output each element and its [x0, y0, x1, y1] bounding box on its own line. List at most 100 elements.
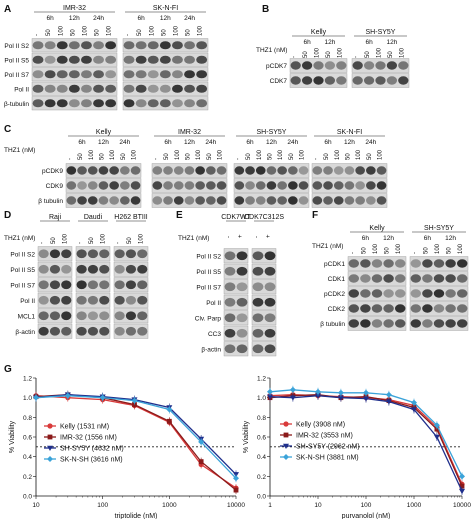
blot-band: [38, 295, 49, 305]
blot-row-label: CC3: [208, 331, 221, 338]
blot-band: [236, 266, 248, 276]
blot-band: [137, 264, 148, 274]
blot-band: [410, 289, 422, 298]
blot-band: [147, 70, 159, 79]
blot-band: [264, 266, 276, 276]
dose-label: 50: [161, 29, 167, 36]
blot-band: [313, 61, 324, 70]
blot-band: [109, 181, 119, 190]
data-point: [267, 388, 273, 395]
blot-band: [184, 181, 195, 190]
cell-line-label: IMR-32: [63, 5, 86, 12]
blot-band: [159, 55, 171, 64]
dose-label: 100: [356, 149, 362, 160]
blot-band: [355, 196, 365, 205]
blot-band: [99, 264, 110, 274]
blot-band: [288, 181, 298, 190]
blot-band: [383, 319, 394, 328]
panel-letter: G: [4, 364, 12, 375]
dose-label: +: [266, 234, 272, 238]
blot-band: [61, 249, 72, 259]
cell-line-label: SH-SY5Y: [257, 129, 287, 136]
blot-band: [76, 280, 87, 290]
blot-band: [49, 326, 61, 336]
timepoint-label: 6h: [164, 139, 172, 146]
blot-band: [375, 76, 386, 85]
blot-band: [445, 274, 456, 283]
blot-band: [99, 295, 110, 305]
blot-band: [216, 181, 227, 190]
blot-band: [344, 196, 355, 205]
dose-label: 50: [70, 29, 76, 36]
blot-band: [184, 166, 195, 175]
blot-band: [77, 166, 87, 175]
blot-band: [433, 274, 445, 283]
blot-row-label: MCL1: [18, 313, 36, 320]
blot-band: [130, 196, 141, 205]
blot-band: [422, 289, 433, 298]
timepoint-label: 24h: [365, 139, 376, 146]
data-point: [385, 391, 392, 398]
blot-band: [255, 181, 266, 190]
blot-row-label: Pol II S2: [4, 43, 29, 50]
blot-row-label: Pol II: [206, 300, 221, 307]
blot-band: [172, 41, 183, 50]
blot-band: [172, 70, 183, 79]
data-point: [47, 445, 53, 451]
blot-band: [195, 166, 205, 175]
blot-band: [323, 166, 333, 175]
data-point: [131, 397, 138, 404]
blot-band: [61, 295, 72, 305]
y-axis-label: % Viability: [243, 420, 250, 453]
blot-row-label: Pol II S5: [196, 269, 221, 276]
blot-band: [264, 282, 276, 292]
blot-band: [422, 274, 433, 283]
x-tick-label: 1: [268, 502, 272, 509]
blot-band: [352, 61, 363, 70]
blot-band: [394, 289, 406, 298]
blot-band: [68, 84, 80, 93]
y-tick-label: 1.0: [23, 395, 32, 402]
dose-label: +: [238, 234, 244, 238]
blot-band: [422, 259, 433, 268]
cell-line-label: SH-SY5Y: [424, 225, 454, 232]
data-point: [411, 407, 417, 413]
blot-band: [159, 70, 171, 79]
series-line: [269, 394, 463, 487]
blot-band: [301, 61, 313, 70]
data-point: [289, 386, 296, 393]
blot-band: [152, 196, 163, 205]
blot-band: [184, 84, 195, 93]
data-point: [64, 392, 71, 399]
blot-band: [61, 326, 72, 336]
blot-band: [196, 99, 208, 108]
blot-band: [336, 61, 347, 70]
blot-band: [137, 249, 148, 259]
blot-band: [252, 328, 264, 338]
dose-label: 100: [218, 149, 224, 160]
blot-band: [120, 181, 130, 190]
blot-band: [76, 249, 87, 259]
blot-band: [410, 259, 422, 268]
blot-band: [445, 304, 456, 313]
blot-band: [147, 41, 159, 50]
blot-band: [336, 76, 347, 85]
blot-band: [196, 84, 208, 93]
blot-band: [348, 304, 360, 313]
blot-band: [109, 166, 119, 175]
y-tick-label: 0.0: [257, 494, 266, 501]
blot-band: [216, 166, 227, 175]
blot-band: [76, 326, 87, 336]
blot-band: [234, 196, 245, 205]
blot-band: [147, 55, 159, 64]
blot-band: [445, 319, 456, 328]
data-point: [459, 473, 465, 480]
blot-band: [394, 319, 406, 328]
blot-band: [68, 70, 80, 79]
blot-band: [277, 181, 287, 190]
data-point: [47, 434, 53, 440]
legend-entry: Kelly (1531 nM): [60, 424, 109, 431]
dose-label: 50: [185, 153, 191, 160]
blot-band: [371, 319, 383, 328]
blot-band: [277, 166, 287, 175]
